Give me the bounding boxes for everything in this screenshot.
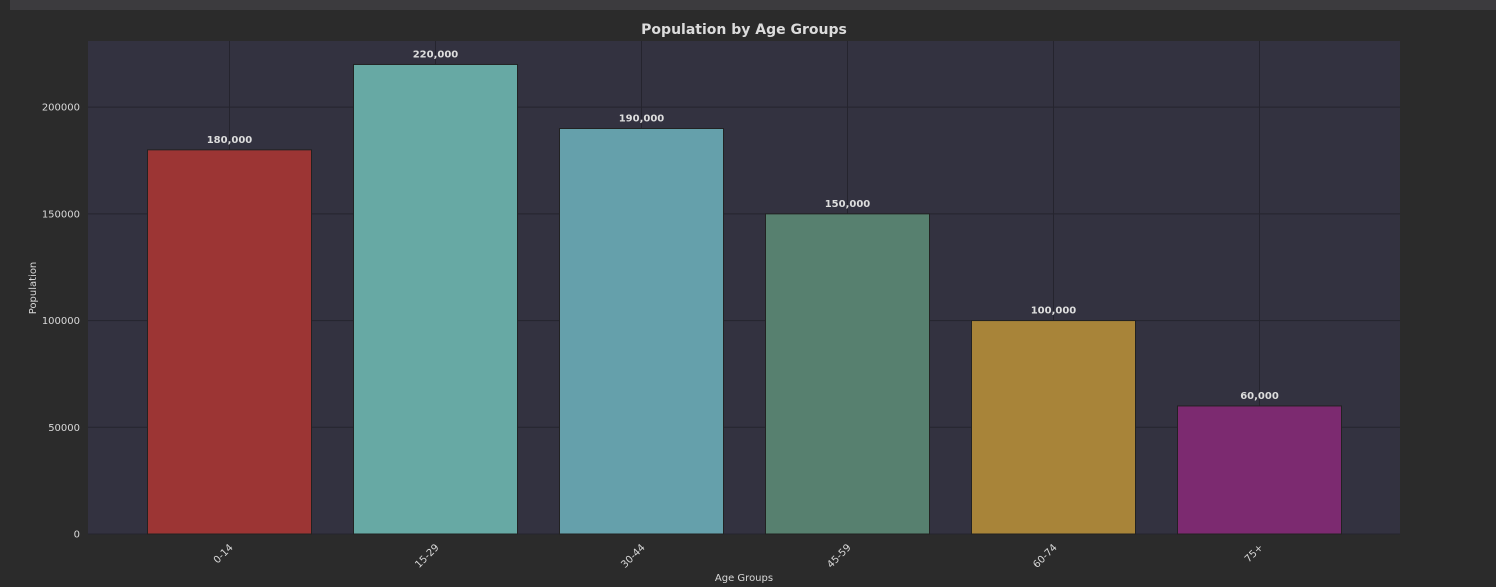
x-axis-ticks: 0-14 15-29 30-44 45-59 60-74 75+: [212, 542, 1266, 570]
y-tick-label: 0: [74, 530, 80, 541]
bar-75+: [1177, 405, 1342, 535]
x-tick-label: 75+: [1243, 542, 1266, 565]
x-tick-label: 30-44: [619, 542, 647, 570]
x-tick-label: 60-74: [1031, 542, 1059, 570]
y-tick-label: 150000: [42, 209, 80, 220]
data-label: 220,000: [413, 49, 459, 60]
bar-0-14: [147, 149, 312, 535]
x-tick-label: 45-59: [825, 542, 853, 570]
data-labels: 180,000 220,000 190,000 150,000 100,000 60,00…: [207, 49, 1279, 401]
x-tick-label: 0-14: [212, 542, 236, 566]
y-axis-label: Population: [28, 262, 39, 315]
data-label: 180,000: [207, 135, 253, 146]
data-label: 190,000: [619, 114, 665, 125]
bar-45-59: [765, 213, 930, 535]
data-label: 100,000: [1031, 306, 1077, 317]
y-tick-label: 100000: [42, 316, 80, 327]
y-tick-label: 50000: [48, 423, 80, 434]
top-bar: [10, 0, 1496, 10]
y-tick-label: 200000: [42, 103, 80, 114]
bars: [147, 63, 1342, 535]
y-axis-ticks: 0 50000 100000 150000 200000: [42, 103, 80, 541]
data-label: 150,000: [825, 199, 871, 210]
bar-60-74: [971, 320, 1136, 535]
x-tick-label: 15-29: [413, 542, 441, 570]
chart-title: Population by Age Groups: [641, 22, 847, 38]
x-axis-label: Age Groups: [715, 573, 773, 584]
bar-15-29: [353, 63, 518, 535]
bar-30-44: [559, 128, 724, 535]
data-label: 60,000: [1240, 391, 1279, 402]
